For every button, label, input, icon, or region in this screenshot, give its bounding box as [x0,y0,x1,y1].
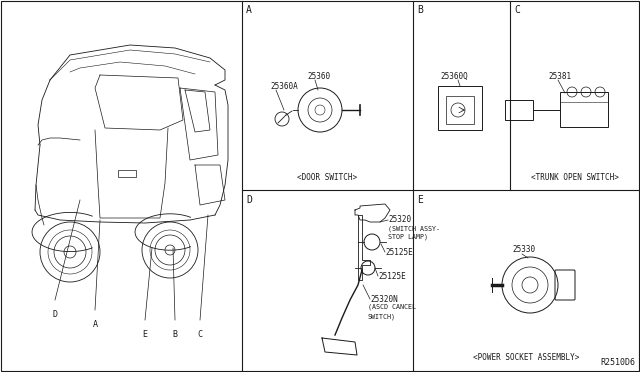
Text: 25360A: 25360A [270,82,298,91]
Text: 25125E: 25125E [378,272,406,281]
Text: (ASCD CANCEL: (ASCD CANCEL [368,304,416,311]
Text: 25360: 25360 [307,72,330,81]
Text: STOP LAMP): STOP LAMP) [388,234,428,241]
Text: 25125E: 25125E [385,248,413,257]
Text: 25320N: 25320N [370,295,397,304]
Text: 25320: 25320 [388,215,411,224]
Text: SWITCH): SWITCH) [368,313,396,320]
Text: B: B [173,330,177,339]
Text: 25381: 25381 [548,72,571,81]
Text: <POWER SOCKET ASSEMBLY>: <POWER SOCKET ASSEMBLY> [473,353,579,362]
Text: C: C [514,5,520,15]
Bar [118,170,136,177]
Text: <DOOR SWITCH>: <DOOR SWITCH> [297,173,357,182]
Text: E: E [417,195,423,205]
Text: D: D [246,195,252,205]
Text: A: A [246,5,252,15]
Bar [438,86,482,130]
Text: 25360Q: 25360Q [440,72,468,81]
Text: R2510D6: R2510D6 [600,358,635,367]
Bar [446,96,474,124]
Bar [560,92,608,127]
Text: E: E [143,330,147,339]
Text: D: D [52,310,58,319]
Text: (SWITCH ASSY-: (SWITCH ASSY- [388,225,440,231]
Text: B: B [417,5,423,15]
Text: A: A [93,320,97,329]
Text: <TRUNK OPEN SWITCH>: <TRUNK OPEN SWITCH> [531,173,619,182]
Text: C: C [198,330,202,339]
Text: 25330: 25330 [512,245,535,254]
Bar [505,100,533,120]
